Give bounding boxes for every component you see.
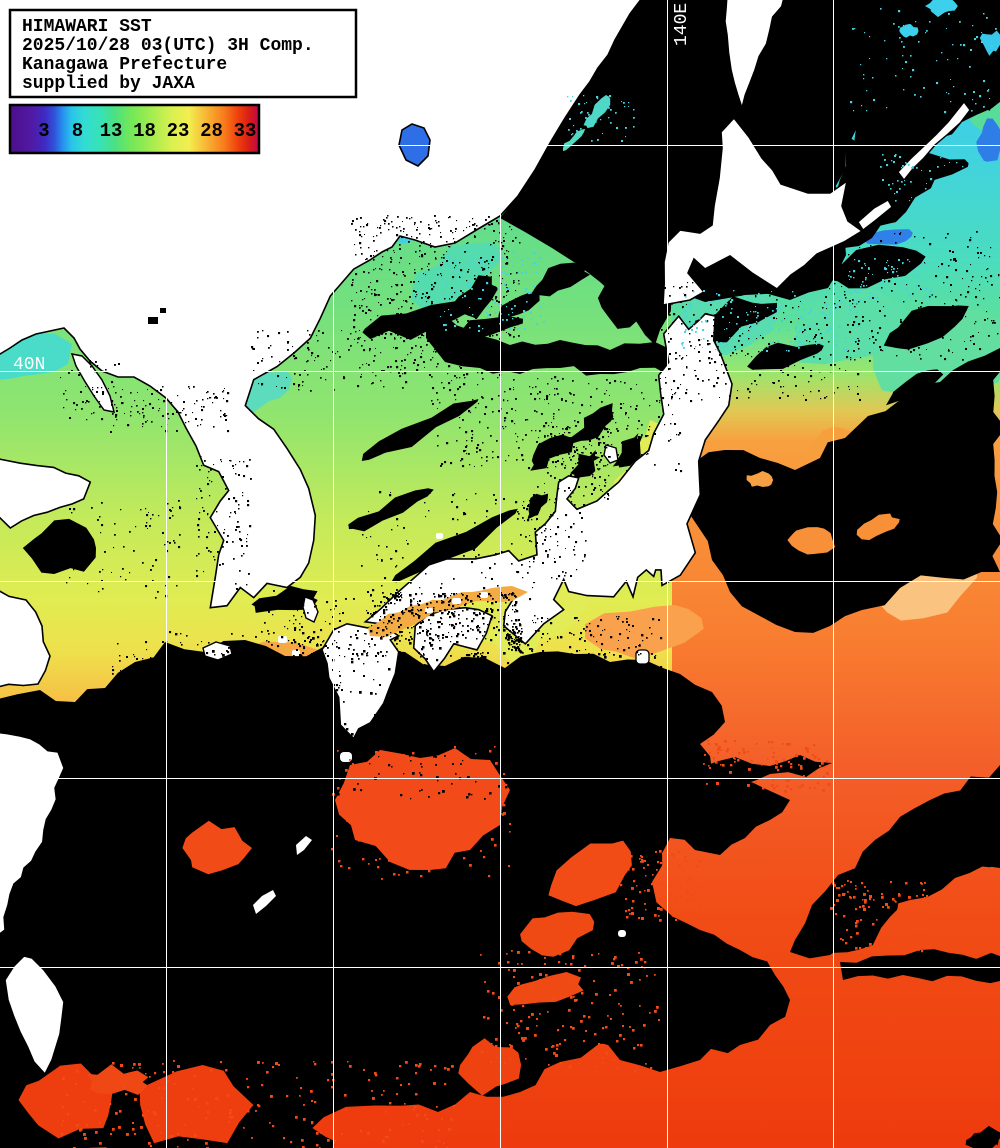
svg-text:2025/10/28 03(UTC) 3H Comp.: 2025/10/28 03(UTC) 3H Comp.	[22, 36, 314, 56]
svg-text:18: 18	[133, 120, 156, 142]
svg-text:30N: 30N	[13, 762, 45, 782]
svg-text:23: 23	[167, 120, 190, 142]
svg-text:3: 3	[38, 120, 49, 142]
svg-text:28: 28	[200, 120, 223, 142]
svg-text:supplied by JAXA: supplied by JAXA	[22, 74, 195, 94]
svg-text:Kanagawa Prefecture: Kanagawa Prefecture	[22, 55, 227, 75]
svg-text:13: 13	[100, 120, 123, 142]
svg-text:8: 8	[72, 120, 83, 142]
svg-text:140E: 140E	[672, 3, 692, 46]
svg-text:40N: 40N	[13, 355, 45, 375]
svg-text:HIMAWARI SST: HIMAWARI SST	[22, 17, 152, 37]
svg-text:33: 33	[234, 120, 257, 142]
